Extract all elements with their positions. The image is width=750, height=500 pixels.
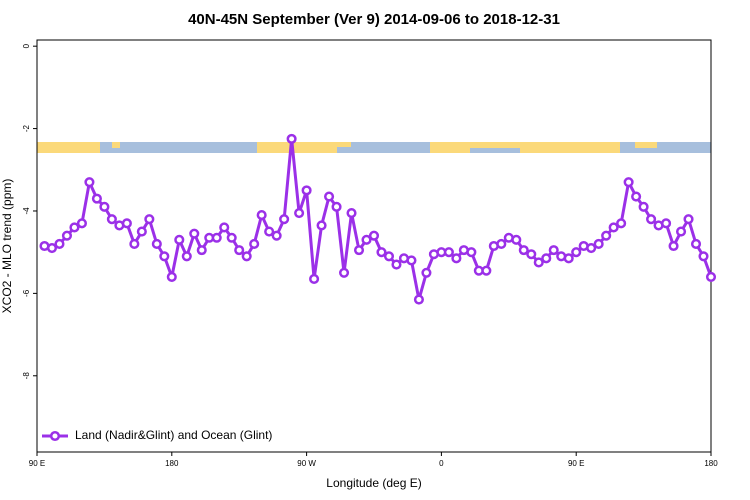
y-tick-label: -8: [22, 372, 31, 380]
y-tick-label: 0: [22, 43, 31, 48]
point: [496, 238, 507, 249]
point: [84, 177, 95, 188]
point: [166, 271, 177, 282]
point: [533, 257, 544, 268]
point: [690, 238, 702, 249]
point: [698, 251, 709, 262]
point: [383, 251, 395, 262]
y-tick-label: -6: [22, 289, 31, 297]
point: [631, 191, 642, 202]
point: [181, 251, 192, 262]
point: [368, 230, 380, 241]
land-ocean-strip: [37, 142, 711, 153]
point: [391, 259, 402, 270]
point: [481, 265, 492, 276]
point: [413, 294, 424, 305]
point: [661, 218, 672, 229]
point: [406, 255, 417, 266]
point: [129, 238, 140, 249]
x-tick-label: 180: [165, 459, 179, 468]
point: [668, 240, 679, 252]
point: [91, 193, 102, 204]
point: [121, 218, 132, 229]
point: [76, 218, 87, 229]
point: [608, 222, 619, 233]
chart-title: 40N-45N September (Ver 9) 2014-09-06 to …: [188, 11, 560, 28]
point: [136, 226, 147, 237]
point: [211, 232, 222, 243]
point: [571, 247, 582, 258]
point: [99, 201, 110, 212]
point: [541, 253, 552, 264]
point: [331, 201, 342, 212]
point: [286, 133, 297, 144]
x-tick-label: 180: [704, 459, 718, 468]
point: [294, 207, 305, 219]
point: [144, 214, 155, 225]
x-tick-label: 0: [439, 459, 444, 468]
point: [511, 234, 522, 245]
point: [226, 232, 237, 243]
point: [279, 214, 290, 225]
point: [151, 238, 162, 249]
point: [256, 210, 267, 221]
point: [586, 243, 597, 254]
point: [646, 214, 657, 225]
point: [593, 238, 604, 249]
point: [518, 245, 529, 256]
point: [324, 191, 335, 202]
point: [338, 267, 350, 278]
point: [234, 245, 245, 256]
point: [421, 267, 432, 278]
point: [563, 253, 574, 264]
point: [548, 245, 559, 256]
point: [443, 247, 454, 258]
point: [638, 201, 649, 212]
point: [346, 207, 357, 219]
point: [189, 228, 200, 239]
point: [353, 245, 365, 256]
point: [69, 222, 80, 233]
point: [361, 234, 372, 245]
point: [683, 214, 694, 225]
point: [196, 245, 207, 256]
plot-frame: [36, 39, 712, 453]
point: [46, 243, 58, 254]
y-tick-label: -2: [22, 124, 31, 132]
point: [271, 230, 282, 241]
point: [675, 226, 687, 237]
point: [159, 251, 170, 262]
point: [219, 222, 230, 233]
point: [106, 214, 117, 225]
point: [301, 185, 312, 196]
x-axis-label: Longitude (deg E): [326, 476, 421, 490]
point: [376, 247, 387, 258]
point: [264, 226, 275, 237]
point: [601, 230, 612, 241]
point: [623, 177, 634, 188]
y-axis-label: XCO2 - MLO trend (ppm): [0, 179, 14, 314]
point: [316, 220, 327, 231]
point: [61, 230, 73, 241]
x-tick-label: 90 W: [297, 459, 316, 468]
point: [466, 247, 477, 258]
legend-marker: [49, 430, 61, 442]
point: [174, 234, 185, 245]
x-tick-label: 90 E: [568, 459, 584, 468]
point: [54, 238, 65, 249]
point: [616, 218, 627, 229]
y-tick-label: -4: [22, 207, 31, 215]
point: [309, 273, 320, 285]
legend-label: Land (Nadir&Glint) and Ocean (Glint): [75, 428, 272, 442]
point: [249, 238, 260, 249]
point: [451, 253, 462, 264]
point: [526, 249, 537, 260]
x-tick-label: 90 E: [29, 459, 45, 468]
point: [241, 251, 252, 262]
point: [705, 271, 717, 282]
